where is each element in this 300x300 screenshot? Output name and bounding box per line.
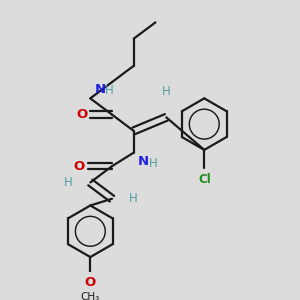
Text: Cl: Cl [198,173,211,186]
Text: H: H [64,176,73,189]
Text: H: H [162,85,171,98]
Text: O: O [85,276,96,289]
Text: N: N [94,82,106,96]
Text: CH₃: CH₃ [81,292,100,300]
Text: H: H [129,192,138,205]
Text: H: H [105,84,114,97]
Text: H: H [148,157,158,170]
Text: O: O [76,108,88,121]
Text: N: N [138,155,149,168]
Text: O: O [74,160,85,173]
